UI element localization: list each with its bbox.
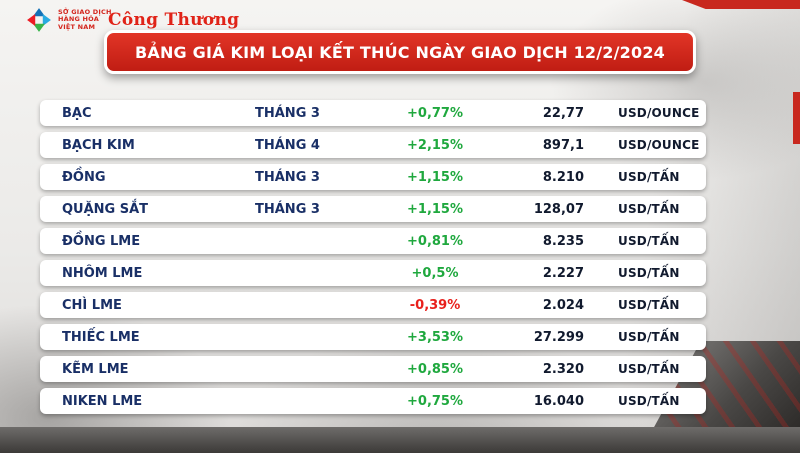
change-percent: +0,85% xyxy=(407,361,463,377)
table-row: CHÌ LME -0,39% 2.024 USD/TẤN xyxy=(40,292,706,318)
price-value: 8.210 xyxy=(542,169,584,185)
mxv-logo-text: SỞ GIAO DỊCH HÀNG HÓA VIỆT NAM xyxy=(58,8,112,31)
price-unit: USD/TẤN xyxy=(618,330,680,344)
price-value: 16.040 xyxy=(533,393,584,409)
title-banner: BẢNG GIÁ KIM LOẠI KẾT THÚC NGÀY GIAO DỊC… xyxy=(103,30,697,74)
price-table: BẠC THÁNG 3 +0,77% 22,77 USD/OUNCE BẠCH … xyxy=(40,100,706,420)
top-right-red-accent xyxy=(682,0,800,9)
table-row: QUẶNG SẮT THÁNG 3 +1,15% 128,07 USD/TẤN xyxy=(40,196,706,222)
metal-name: ĐỒNG xyxy=(62,169,106,185)
price-value: 2.320 xyxy=(542,361,584,377)
price-value: 128,07 xyxy=(533,201,584,217)
metal-name: NIKEN LME xyxy=(62,393,143,409)
mxv-logo: SỞ GIAO DỊCH HÀNG HÓA VIỆT NAM xyxy=(26,7,112,33)
price-unit: USD/TẤN xyxy=(618,298,680,312)
table-row: KẼM LME +0,85% 2.320 USD/TẤN xyxy=(40,356,706,382)
right-red-accent xyxy=(793,92,800,144)
change-percent: -0,39% xyxy=(409,297,461,313)
metal-name: BẠC xyxy=(62,105,92,121)
metal-name: BẠCH KIM xyxy=(62,137,135,153)
price-unit: USD/OUNCE xyxy=(618,106,700,120)
metal-name: CHÌ LME xyxy=(62,297,122,313)
table-row: NHÔM LME +0,5% 2.227 USD/TẤN xyxy=(40,260,706,286)
metal-name: QUẶNG SẮT xyxy=(62,201,149,217)
change-percent: +0,81% xyxy=(407,233,463,249)
price-value: 22,77 xyxy=(542,105,584,121)
metal-name: ĐỒNG LME xyxy=(62,233,141,249)
price-unit: USD/TẤN xyxy=(618,394,680,408)
change-percent: +1,15% xyxy=(407,169,463,185)
table-row: BẠCH KIM THÁNG 4 +2,15% 897,1 USD/OUNCE xyxy=(40,132,706,158)
mxv-logo-line: VIỆT NAM xyxy=(58,22,96,31)
price-value: 27.299 xyxy=(533,329,584,345)
change-percent: +0,75% xyxy=(407,393,463,409)
price-value: 897,1 xyxy=(542,137,584,153)
mxv-pinwheel-icon xyxy=(27,8,51,32)
change-percent: +1,15% xyxy=(407,201,463,217)
change-percent: +2,15% xyxy=(407,137,463,153)
price-value: 2.024 xyxy=(542,297,584,313)
table-row: ĐỒNG THÁNG 3 +1,15% 8.210 USD/TẤN xyxy=(40,164,706,190)
price-unit: USD/TẤN xyxy=(618,362,680,376)
contract-month: THÁNG 4 xyxy=(255,137,320,153)
metal-name: NHÔM LME xyxy=(62,265,143,281)
congthuong-logo: Công Thương xyxy=(108,10,240,30)
price-value: 2.227 xyxy=(542,265,584,281)
mxv-logo-line: HÀNG HÓA xyxy=(58,15,99,24)
metal-name: THIẾC LME xyxy=(62,329,140,345)
change-percent: +0,5% xyxy=(411,265,459,281)
change-percent: +0,77% xyxy=(407,105,463,121)
contract-month: THÁNG 3 xyxy=(255,105,320,121)
table-row: BẠC THÁNG 3 +0,77% 22,77 USD/OUNCE xyxy=(40,100,706,126)
price-unit: USD/OUNCE xyxy=(618,138,700,152)
price-unit: USD/TẤN xyxy=(618,170,680,184)
mxv-logo-line: SỞ GIAO DỊCH xyxy=(58,8,112,17)
price-value: 8.235 xyxy=(542,233,584,249)
bottom-dark-band xyxy=(0,427,800,453)
table-row: THIẾC LME +3,53% 27.299 USD/TẤN xyxy=(40,324,706,350)
table-row: NIKEN LME +0,75% 16.040 USD/TẤN xyxy=(40,388,706,414)
price-unit: USD/TẤN xyxy=(618,266,680,280)
page-title: BẢNG GIÁ KIM LOẠI KẾT THÚC NGÀY GIAO DỊC… xyxy=(134,42,666,62)
table-row: ĐỒNG LME +0,81% 8.235 USD/TẤN xyxy=(40,228,706,254)
contract-month: THÁNG 3 xyxy=(255,201,320,217)
change-percent: +3,53% xyxy=(407,329,463,345)
price-unit: USD/TẤN xyxy=(618,234,680,248)
contract-month: THÁNG 3 xyxy=(255,169,320,185)
price-unit: USD/TẤN xyxy=(618,202,680,216)
metal-name: KẼM LME xyxy=(62,361,129,377)
